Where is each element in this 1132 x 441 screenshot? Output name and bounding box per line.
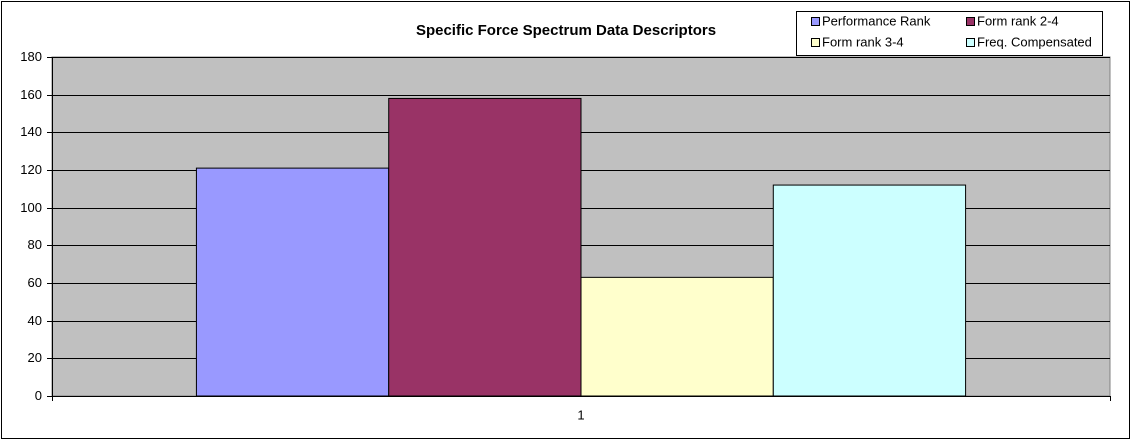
bar [580,276,774,397]
y-tick-label: 20 [28,350,42,365]
bar [388,97,582,397]
legend-label: Form rank 2-4 [977,13,1059,28]
legend-swatch [966,38,975,47]
y-tick-label: 140 [20,124,42,139]
y-tick-label: 80 [28,237,42,252]
bar [195,167,390,397]
bar [772,184,967,397]
y-tick-label: 100 [20,200,42,215]
y-tick-label: 180 [20,49,42,64]
legend-swatch [811,38,820,47]
legend-swatch [966,17,975,26]
legend [796,11,1103,56]
legend-label: Freq. Compensated [977,34,1092,49]
legend-label: Performance Rank [822,13,931,28]
x-tick-label: 1 [577,407,584,422]
chart-title: Specific Force Spectrum Data Descriptors [416,22,716,39]
y-tick-label: 160 [20,87,42,102]
legend-swatch [811,17,820,26]
y-tick-label: 60 [28,275,42,290]
y-tick-label: 120 [20,162,42,177]
y-tick-label: 0 [35,388,42,403]
legend-label: Form rank 3-4 [822,34,904,49]
y-tick-label: 40 [28,313,42,328]
